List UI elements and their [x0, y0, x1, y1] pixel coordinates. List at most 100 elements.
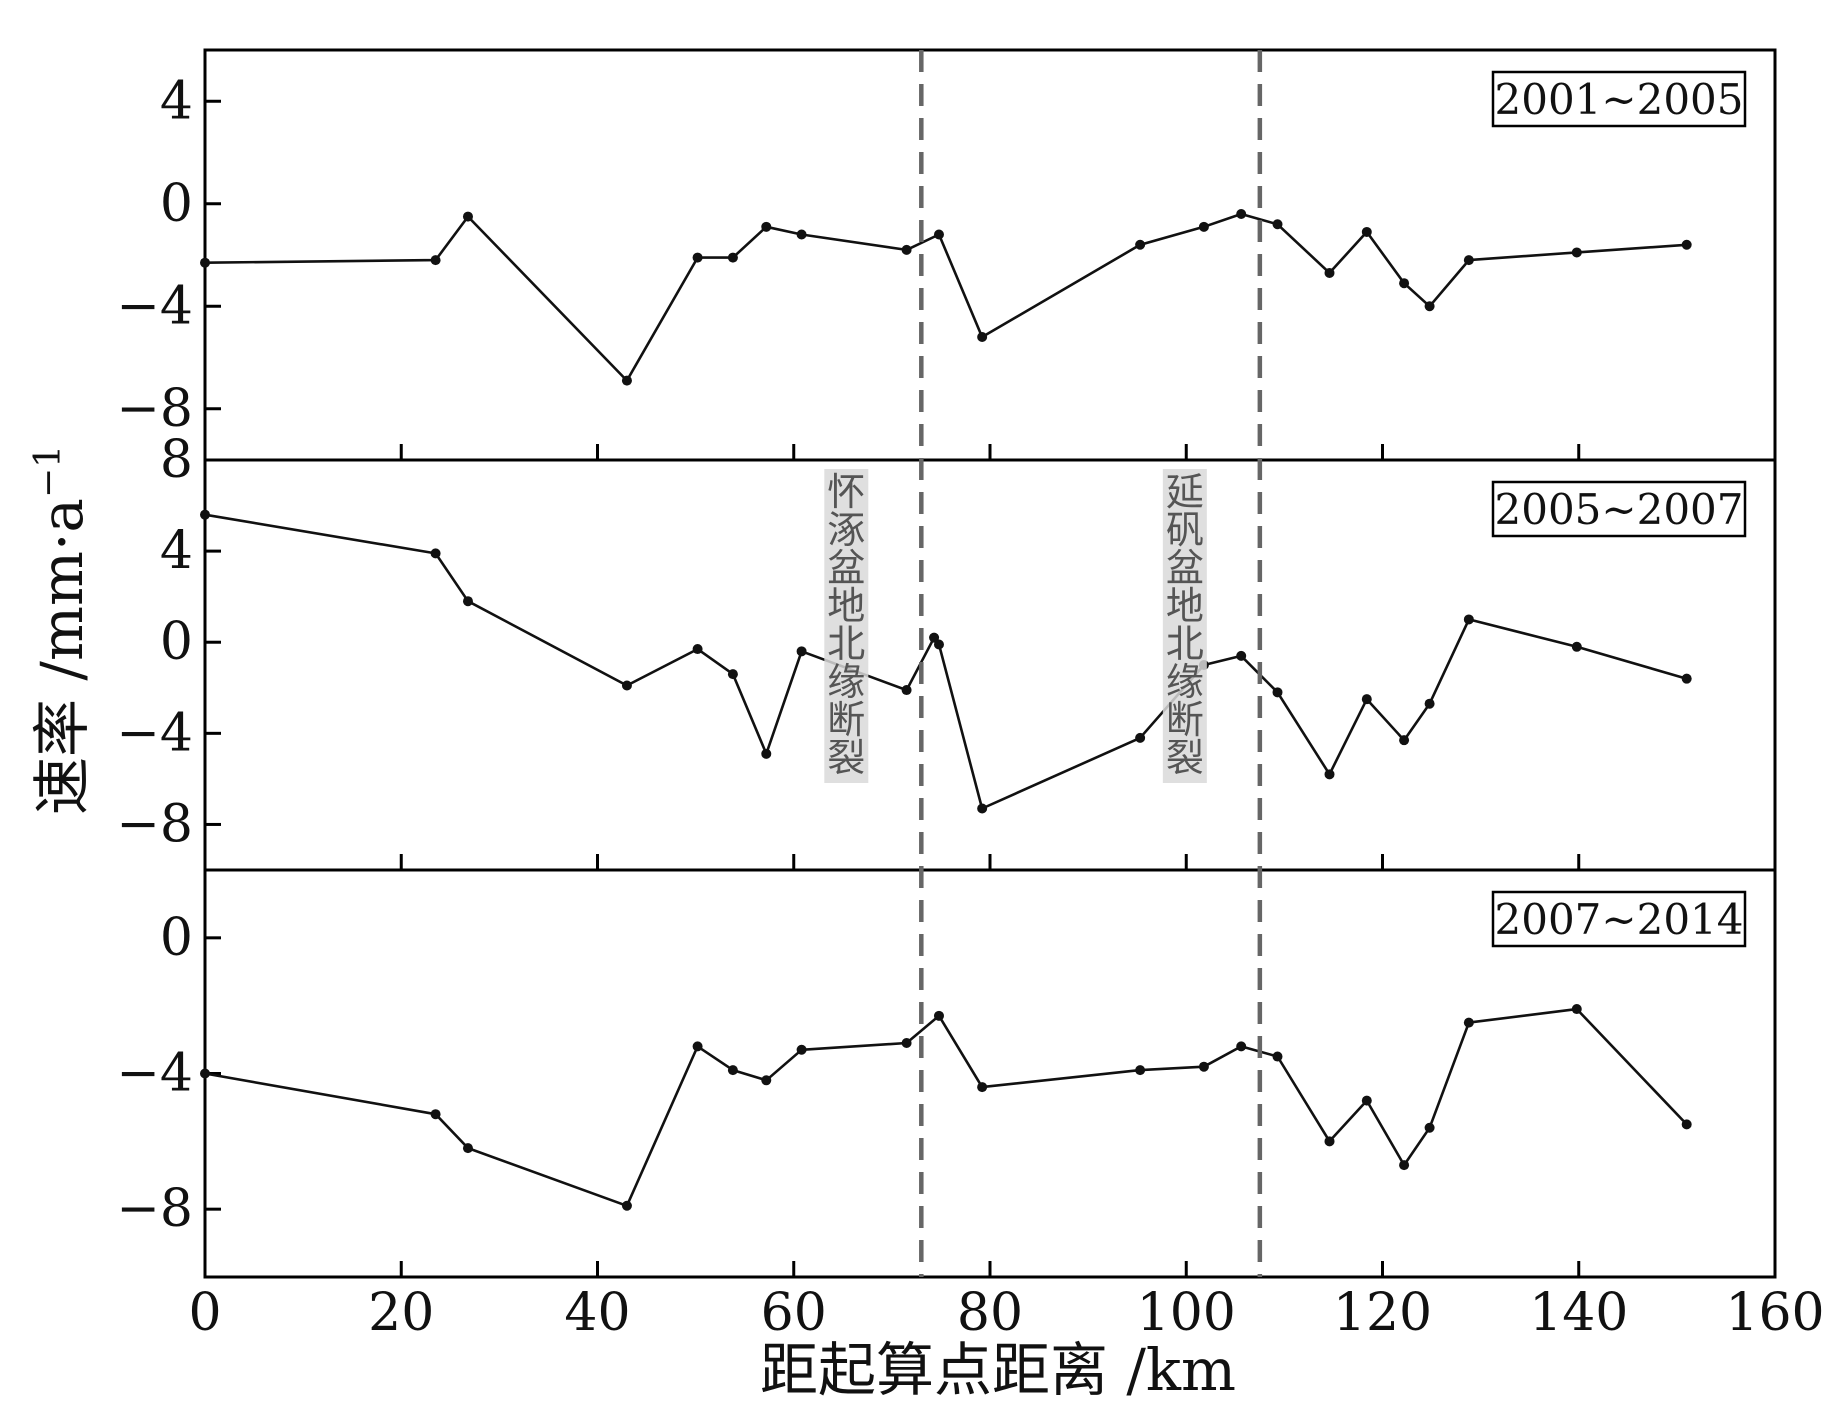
fault-label-char: 地 [1166, 584, 1204, 628]
data-point [977, 803, 988, 814]
data-point [1681, 673, 1692, 684]
series-line [204, 212, 1687, 382]
x-tick-label: 80 [957, 1283, 1023, 1343]
data-point [761, 221, 772, 232]
data-point [1135, 239, 1146, 250]
y-tick-label: −8 [116, 1179, 193, 1239]
data-point [1681, 1119, 1692, 1130]
fault-label-char: 北 [1166, 622, 1204, 666]
series-line [204, 513, 1688, 810]
x-tick-label: 40 [564, 1283, 630, 1343]
fault-label-2: 延矾盆地北缘断裂 [1166, 470, 1204, 780]
fault-label-char: 裂 [1166, 736, 1204, 780]
x-tick-label: 160 [1725, 1283, 1824, 1343]
fault-label-char: 裂 [827, 736, 865, 780]
data-point [692, 644, 703, 655]
data-point [1399, 1160, 1410, 1171]
data-point [621, 1200, 632, 1211]
data-point [1135, 732, 1146, 743]
y-axis-title-sup: −1 [28, 445, 69, 498]
data-point [1272, 1051, 1283, 1062]
fault-label-char: 怀 [827, 470, 865, 514]
panel-3: 0 −4 −8 2007~2014 [116, 868, 1777, 1279]
data-point [692, 1041, 703, 1052]
fault-label-char: 矾 [1166, 508, 1204, 552]
data-point [1571, 247, 1582, 258]
data-point [1571, 1004, 1582, 1015]
x-tick-label: 0 [188, 1283, 221, 1343]
data-point [462, 1143, 473, 1154]
data-point [692, 252, 703, 263]
data-point [1681, 239, 1692, 250]
data-point [1236, 209, 1247, 219]
y-tick-label: −4 [116, 703, 193, 763]
data-point [977, 332, 988, 342]
fault-label-char: 断 [827, 698, 865, 742]
data-point [1324, 1136, 1335, 1147]
fault-label-1: 怀涿盆地北缘断裂 [827, 470, 865, 780]
data-point [1198, 221, 1209, 232]
data-point [1571, 641, 1582, 652]
data-point [1324, 267, 1335, 278]
x-tick-label: 100 [1137, 1283, 1236, 1343]
panel-2: 8 4 0 −4 −8 2005~2007 [116, 430, 1777, 872]
fault-label-bg [1162, 469, 1207, 783]
period-label: 2005~2007 [1495, 485, 1744, 534]
fault-label-char: 地 [827, 584, 865, 628]
data-point [977, 1082, 988, 1093]
x-axis-title: 距起算点距离 /km [760, 1336, 1236, 1404]
fault-label-char: 缘 [827, 660, 865, 704]
y-tick-label: 4 [160, 71, 193, 131]
data-point [796, 229, 807, 240]
data-point [1361, 694, 1372, 705]
data-point [1135, 1065, 1146, 1076]
data-point [1272, 687, 1283, 698]
y-tick-label: −4 [116, 1044, 193, 1104]
data-point [430, 1109, 441, 1120]
series-line [204, 1007, 1688, 1208]
data-point [1236, 650, 1247, 661]
period-label: 2007~2014 [1495, 895, 1744, 944]
fault-label-char: 缘 [1166, 660, 1204, 704]
data-point [796, 1044, 807, 1055]
data-point [621, 375, 632, 386]
data-point [430, 548, 441, 559]
period-label-box [1491, 70, 1747, 128]
period-label-box [1491, 890, 1747, 948]
data-point [1463, 1017, 1474, 1028]
x-tick-label: 120 [1333, 1283, 1432, 1343]
data-point [1424, 301, 1435, 312]
fault-label-char: 北 [827, 622, 865, 666]
fault-label-bg [824, 469, 869, 783]
data-point [200, 1068, 210, 1079]
data-point [1399, 735, 1410, 746]
fault-label-char: 盆 [827, 546, 865, 590]
data-point [933, 639, 944, 650]
data-point [1272, 219, 1283, 230]
fault-label-char: 涿 [827, 508, 865, 552]
data-point [727, 1065, 738, 1076]
x-tick-label: 140 [1529, 1283, 1628, 1343]
data-point [727, 252, 738, 263]
fault-label-char: 延 [1166, 470, 1204, 514]
x-tick-label: 20 [368, 1283, 434, 1343]
y-tick-label: 0 [160, 174, 193, 234]
data-point [621, 680, 632, 691]
data-point [1236, 1041, 1247, 1052]
y-tick-label: −8 [116, 794, 193, 854]
x-axis: 0 20 40 60 80 100 120 140 160 [188, 1283, 1824, 1343]
period-label-box [1491, 480, 1747, 538]
period-label: 2001~2005 [1495, 75, 1744, 124]
y-tick-label: 8 [160, 430, 193, 490]
y-tick-label: 0 [160, 612, 193, 672]
data-point [901, 1037, 912, 1048]
data-point [1361, 1095, 1372, 1106]
x-tick-label: 60 [761, 1283, 827, 1343]
data-point [1424, 698, 1435, 709]
y-tick-label: 0 [160, 908, 193, 968]
y-tick-label: −4 [116, 276, 193, 336]
y-axis-title-main: 速率 /mm·a [28, 498, 96, 815]
data-point [462, 596, 473, 607]
data-point [1463, 255, 1474, 266]
